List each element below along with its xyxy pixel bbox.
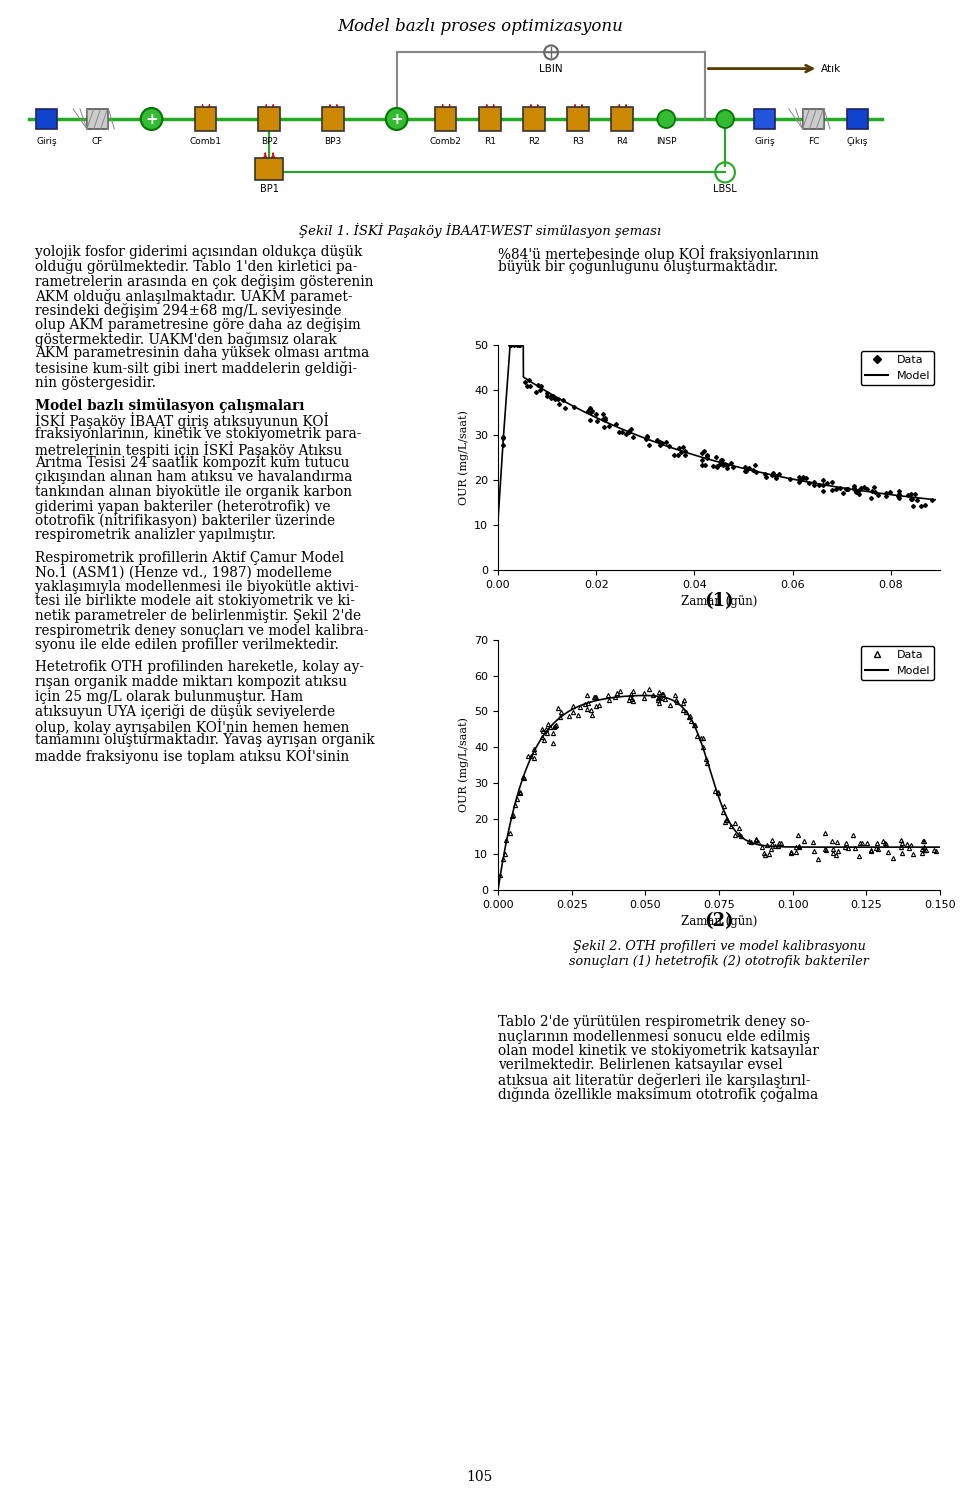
Bar — [36, 109, 58, 129]
Text: R4: R4 — [616, 138, 628, 147]
Text: büyük bir çoğunluğunu oluşturmaktadır.: büyük bir çoğunluğunu oluşturmaktadır. — [498, 260, 778, 275]
Circle shape — [658, 110, 675, 129]
Text: R3: R3 — [572, 138, 584, 147]
Text: ototrofik (nitrifikasyon) bakteriler üzerinde: ototrofik (nitrifikasyon) bakteriler üze… — [35, 514, 335, 528]
Text: Şekil 2. OTH profilleri ve model kalibrasyonu
sonuçları (1) hetetrofik (2) ototr: Şekil 2. OTH profilleri ve model kalibra… — [569, 940, 869, 968]
Bar — [523, 107, 544, 132]
Y-axis label: OUR (mg/L/saat): OUR (mg/L/saat) — [458, 718, 468, 812]
Text: netik parametreler de belirlenmiştir. Şekil 2'de: netik parametreler de belirlenmiştir. Şe… — [35, 609, 361, 623]
Text: tesisine kum-silt gibi inert maddelerin geldiği-: tesisine kum-silt gibi inert maddelerin … — [35, 361, 357, 376]
Circle shape — [716, 110, 734, 129]
Text: fraksiyonlarının, kinetik ve stokiyometrik para-: fraksiyonlarının, kinetik ve stokiyometr… — [35, 426, 361, 442]
Text: tamamını oluşturmaktadır. Yavaş ayrışan organik: tamamını oluşturmaktadır. Yavaş ayrışan … — [35, 733, 374, 747]
Text: respirometrik analizler yapılmıştır.: respirometrik analizler yapılmıştır. — [35, 529, 276, 543]
Text: yaklaşımıyla modellenmesi ile biyokütle aktivi-: yaklaşımıyla modellenmesi ile biyokütle … — [35, 581, 359, 594]
Circle shape — [386, 107, 407, 130]
Text: Giriş: Giriş — [754, 138, 775, 147]
Bar — [567, 107, 588, 132]
Legend: Data, Model: Data, Model — [861, 351, 934, 386]
Text: olup AKM parametresine göre daha az değişim: olup AKM parametresine göre daha az deği… — [35, 318, 361, 333]
Text: olduğu görülmektedir. Tablo 1'den kirletici pa-: olduğu görülmektedir. Tablo 1'den kirlet… — [35, 260, 357, 275]
Text: tankından alınan biyokütle ile organik karbon: tankından alınan biyokütle ile organik k… — [35, 485, 352, 499]
Text: tesi ile birlikte modele ait stokiyometrik ve ki-: tesi ile birlikte modele ait stokiyometr… — [35, 594, 355, 608]
Bar — [479, 107, 500, 132]
Text: BP3: BP3 — [324, 138, 342, 147]
Text: (2): (2) — [705, 912, 733, 930]
Text: nuçlarının modellenmesi sonucu elde edilmiş: nuçlarının modellenmesi sonucu elde edil… — [498, 1030, 810, 1043]
Bar — [323, 107, 344, 132]
Text: Tablo 2'de yürütülen respirometrik deney so-: Tablo 2'de yürütülen respirometrik deney… — [498, 1015, 810, 1030]
Bar — [258, 107, 280, 132]
Text: İSKİ Paşaköy İBAAT giriş atıksuyunun KOİ: İSKİ Paşaköy İBAAT giriş atıksuyunun KOİ — [35, 413, 328, 429]
Text: FC: FC — [807, 138, 819, 147]
Bar — [435, 107, 456, 132]
Text: (1): (1) — [705, 593, 733, 609]
Text: rametrelerin arasında en çok değişim gösterenin: rametrelerin arasında en çok değişim gös… — [35, 274, 373, 289]
Circle shape — [141, 107, 162, 130]
Text: Atık: Atık — [821, 64, 841, 74]
Text: madde fraksiyonu ise toplam atıksu KOİ'sinin: madde fraksiyonu ise toplam atıksu KOİ's… — [35, 747, 349, 765]
Text: BP1: BP1 — [260, 184, 278, 195]
Text: %84'ü mertebesinde olup KOİ fraksiyonlarının: %84'ü mertebesinde olup KOİ fraksiyonlar… — [498, 245, 819, 262]
Text: rışan organik madde miktarı kompozit atıksu: rışan organik madde miktarı kompozit atı… — [35, 674, 347, 689]
Text: nin göstergesidir.: nin göstergesidir. — [35, 375, 156, 390]
Bar — [803, 109, 824, 129]
Text: AKM olduğu anlaşılmaktadır. UAKM paramet-: AKM olduğu anlaşılmaktadır. UAKM paramet… — [35, 289, 352, 304]
Text: için 25 mg/L olarak bulunmuştur. Ham: için 25 mg/L olarak bulunmuştur. Ham — [35, 689, 303, 703]
Text: CF: CF — [92, 138, 104, 147]
X-axis label: Zaman (gün): Zaman (gün) — [681, 596, 757, 608]
Text: Şekil 1. İSKİ Paşaköy İBAAT-WEST simülasyon şeması: Şekil 1. İSKİ Paşaköy İBAAT-WEST simülas… — [299, 222, 661, 237]
Text: AKM parametresinin daha yüksek olması arıtma: AKM parametresinin daha yüksek olması ar… — [35, 346, 370, 360]
Bar — [195, 107, 216, 132]
Text: Giriş: Giriş — [36, 138, 57, 147]
Text: INSP: INSP — [656, 138, 677, 147]
Bar — [612, 107, 633, 132]
Text: R1: R1 — [484, 138, 495, 147]
Text: göstermektedir. UAKM'den bağımsız olarak: göstermektedir. UAKM'den bağımsız olarak — [35, 333, 337, 346]
Bar — [86, 109, 108, 129]
Text: LBSL: LBSL — [713, 184, 737, 195]
Text: atıksua ait literatür değerleri ile karşılaştırıl-: atıksua ait literatür değerleri ile karş… — [498, 1074, 810, 1089]
Text: yolojik fosfor giderimi açısından oldukça düşük: yolojik fosfor giderimi açısından oldukç… — [35, 245, 362, 259]
Text: syonu ile elde edilen profiller verilmektedir.: syonu ile elde edilen profiller verilmek… — [35, 638, 339, 652]
Text: respirometrik deney sonuçları ve model kalibra-: respirometrik deney sonuçları ve model k… — [35, 623, 369, 638]
Text: Comb1: Comb1 — [189, 138, 222, 147]
Text: dığında özellikle maksimum ototrofik çoğalma: dığında özellikle maksimum ototrofik çoğ… — [498, 1087, 818, 1102]
Text: olan model kinetik ve stokiyometrik katsayılar: olan model kinetik ve stokiyometrik kats… — [498, 1043, 819, 1058]
Text: çıkışından alınan ham atıksu ve havalandırma: çıkışından alınan ham atıksu ve havaland… — [35, 470, 352, 484]
Text: Comb2: Comb2 — [430, 138, 462, 147]
Y-axis label: OUR (mg/L/saat): OUR (mg/L/saat) — [458, 410, 468, 505]
Text: BP2: BP2 — [261, 138, 277, 147]
Bar — [847, 109, 868, 129]
Text: 105: 105 — [467, 1470, 493, 1483]
Text: Çıkış: Çıkış — [847, 138, 868, 147]
Text: LBIN: LBIN — [540, 65, 563, 74]
Text: metrelerinin tespiti için İSKİ Paşaköy Atıksu: metrelerinin tespiti için İSKİ Paşaköy A… — [35, 442, 342, 458]
Text: atıksuyun UYA içeriği de düşük seviyelerde: atıksuyun UYA içeriği de düşük seviyeler… — [35, 705, 335, 720]
Text: olup, kolay ayrışabilen KOİ'nin hemen hemen: olup, kolay ayrışabilen KOİ'nin hemen he… — [35, 718, 349, 735]
Text: Respirometrik profillerin Aktif Çamur Model: Respirometrik profillerin Aktif Çamur Mo… — [35, 550, 344, 565]
Text: verilmektedir. Belirlenen katsayılar evsel: verilmektedir. Belirlenen katsayılar evs… — [498, 1058, 782, 1072]
Text: Hetetrofik OTH profilinden hareketle, kolay ay-: Hetetrofik OTH profilinden hareketle, ko… — [35, 661, 364, 674]
Text: +: + — [145, 112, 158, 127]
Bar — [255, 159, 283, 180]
Text: resindeki değişim 294±68 mg/L seviyesinde: resindeki değişim 294±68 mg/L seviyesind… — [35, 302, 342, 318]
Text: Model bazlı simülasyon çalışmaları: Model bazlı simülasyon çalışmaları — [35, 398, 304, 413]
Text: No.1 (ASM1) (Henze vd., 1987) modelleme: No.1 (ASM1) (Henze vd., 1987) modelleme — [35, 565, 332, 579]
Text: Arıtma Tesisi 24 saatlik kompozit kum tutucu: Arıtma Tesisi 24 saatlik kompozit kum tu… — [35, 457, 349, 470]
X-axis label: Zaman (gün): Zaman (gün) — [681, 915, 757, 928]
Bar — [754, 109, 775, 129]
Text: R2: R2 — [528, 138, 540, 147]
Text: +: + — [391, 112, 403, 127]
Legend: Data, Model: Data, Model — [861, 646, 934, 680]
Text: Model bazlı proses optimizasyonu: Model bazlı proses optimizasyonu — [337, 18, 623, 35]
Text: giderimi yapan bakteriler (heterotrofik) ve: giderimi yapan bakteriler (heterotrofik)… — [35, 499, 330, 514]
